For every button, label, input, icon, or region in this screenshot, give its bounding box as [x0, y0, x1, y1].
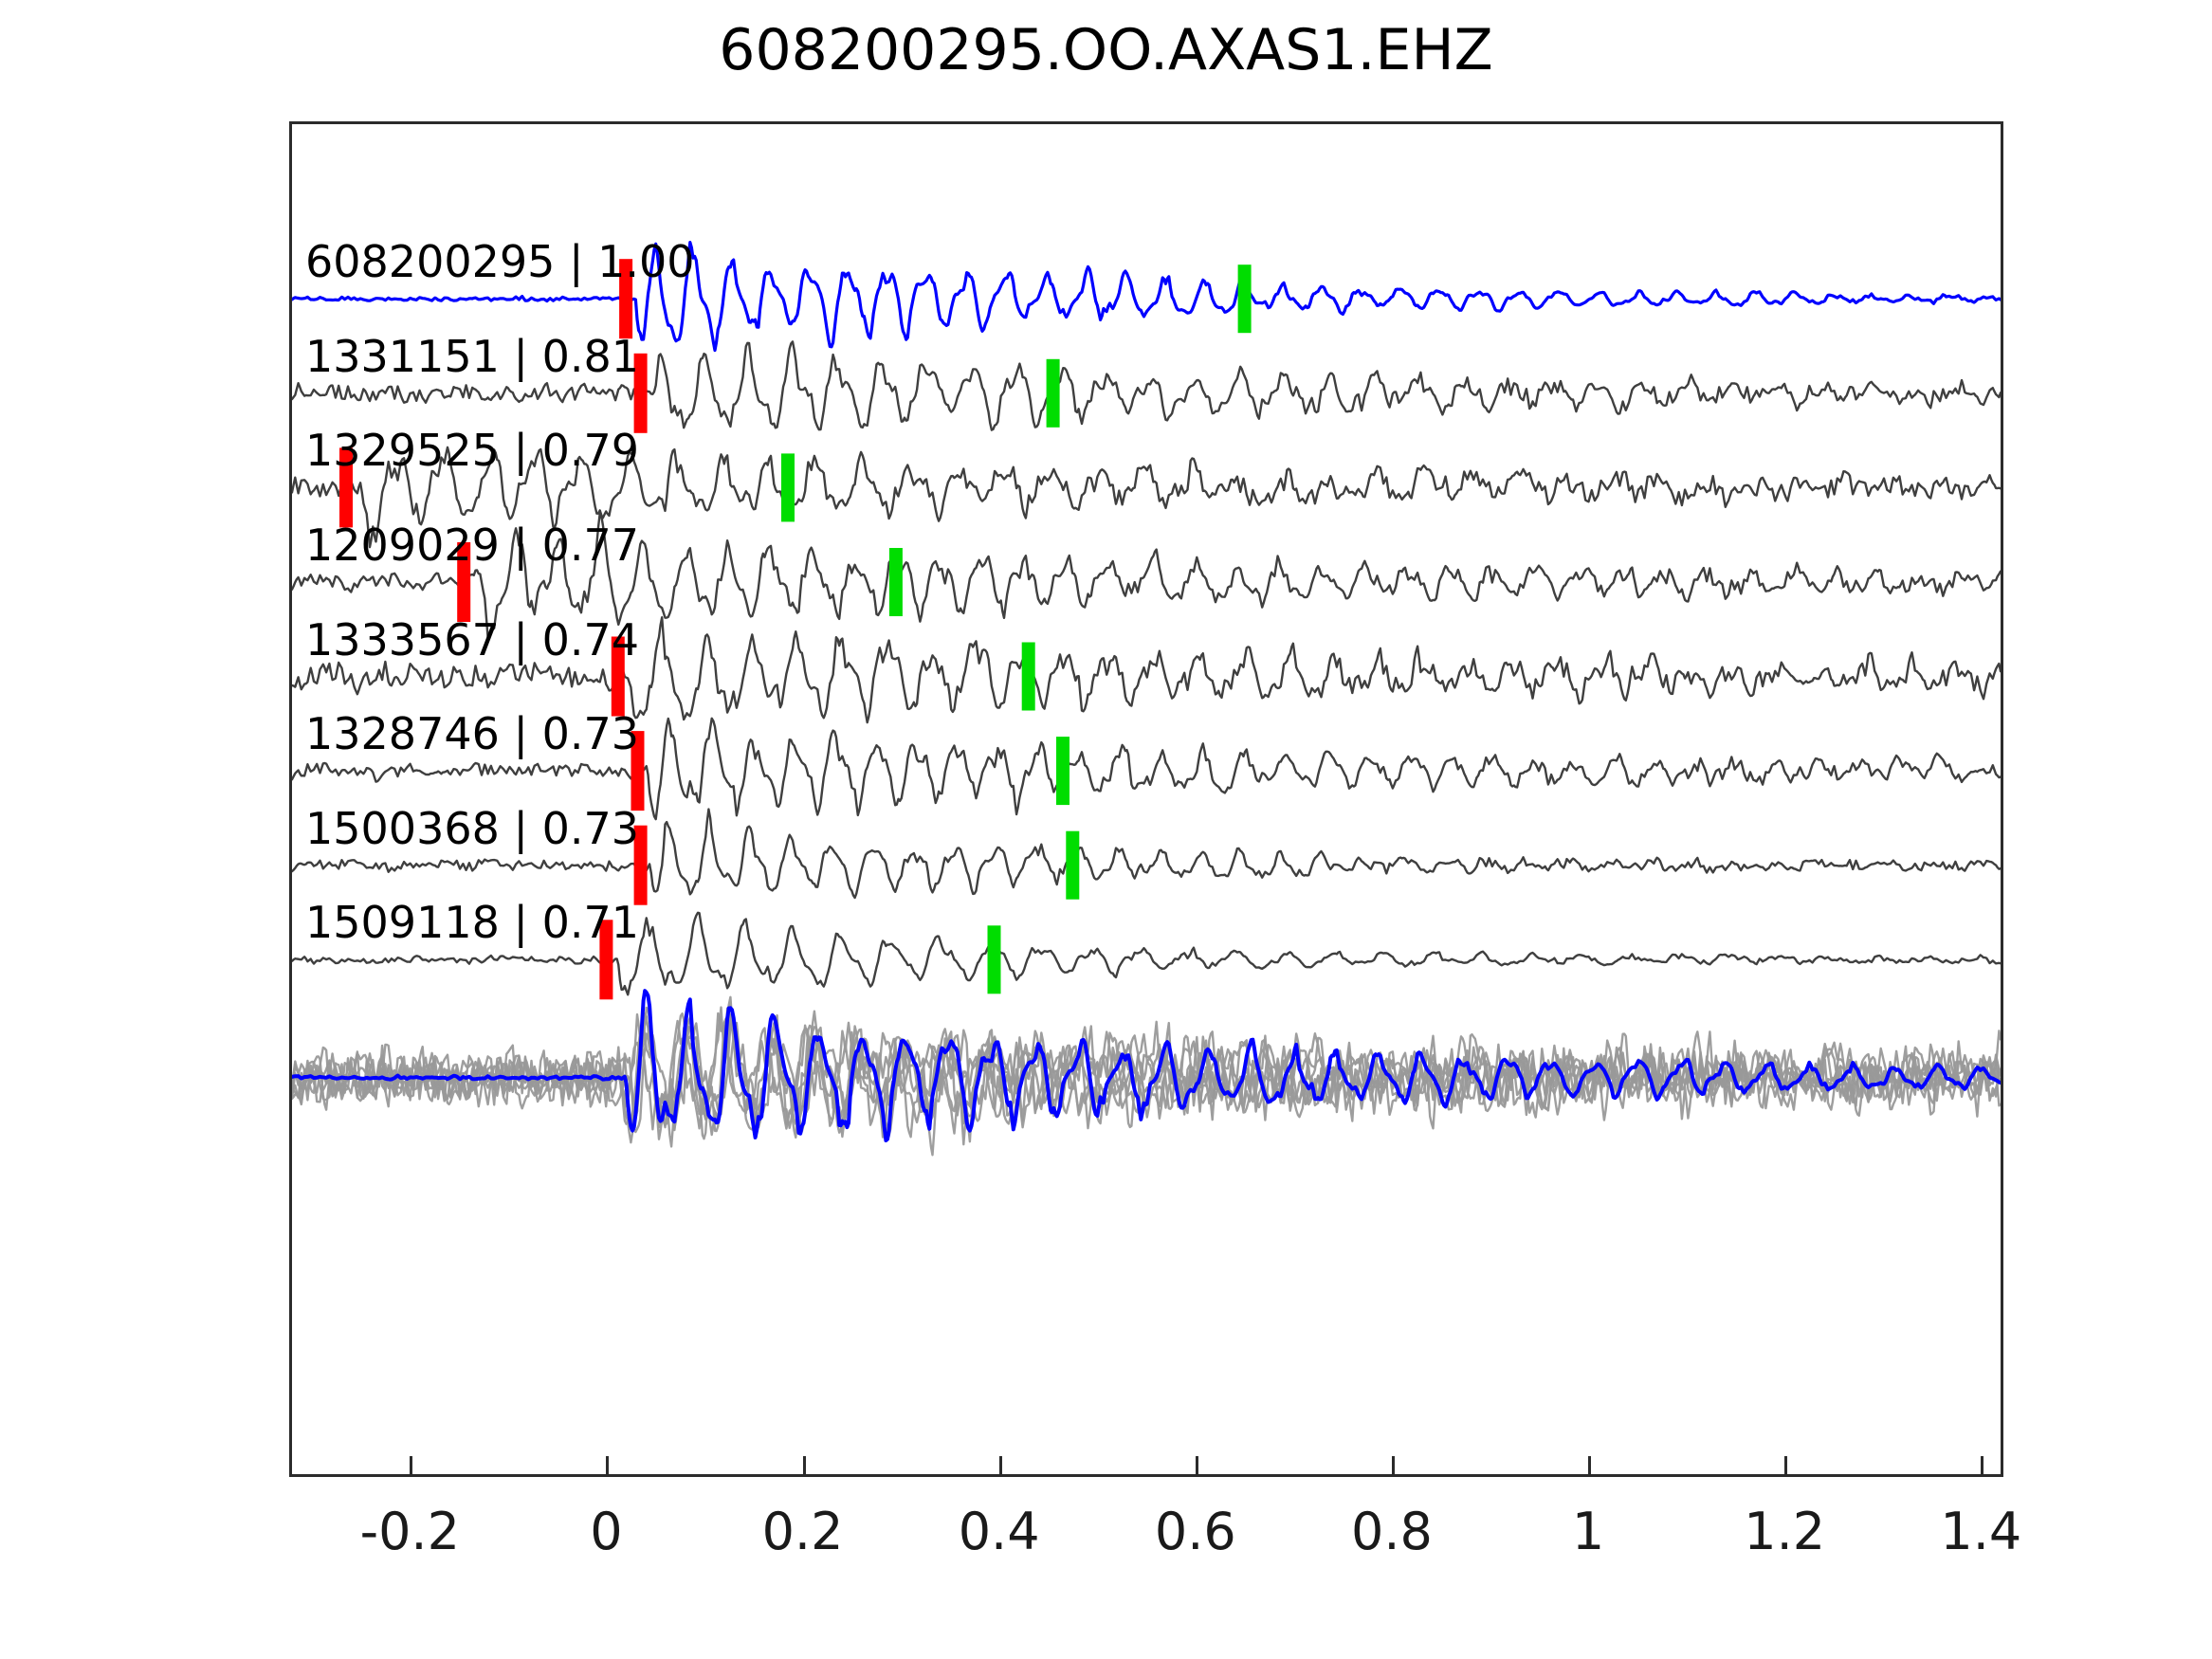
s-pick-marker[interactable]	[1046, 358, 1060, 428]
x-axis-tick-label: 0	[590, 1502, 623, 1561]
x-axis-tick-label: 1	[1571, 1502, 1605, 1561]
detection-waveform-trace	[292, 911, 2001, 996]
page-title: 608200295.OO.AXAS1.EHZ	[719, 17, 1493, 83]
template-waveform-trace	[292, 241, 2001, 353]
detection-waveform-trace	[292, 808, 2001, 900]
x-axis-tick-label: 0.6	[1154, 1502, 1236, 1561]
plot-area: 608200295 | 1.00 1331151 | 0.81 1329525 | …	[289, 121, 2003, 1477]
p-pick-marker[interactable]	[633, 353, 648, 433]
s-pick-marker[interactable]	[888, 548, 903, 616]
x-axis-tick-label: 1.2	[1744, 1502, 1826, 1561]
detection-waveform-trace	[292, 446, 2001, 549]
stacked-overlay-trace	[292, 1007, 2001, 1146]
stacked-overlay-trace	[292, 1013, 2001, 1157]
x-axis-tick-label: 1.4	[1940, 1502, 2022, 1561]
s-pick-marker[interactable]	[1056, 737, 1069, 806]
detection-waveform-trace	[292, 512, 2001, 640]
s-pick-marker[interactable]	[987, 925, 1001, 994]
detection-waveform-trace	[292, 340, 2001, 431]
p-pick-marker[interactable]	[599, 920, 613, 1000]
p-pick-marker[interactable]	[339, 447, 353, 528]
p-pick-marker[interactable]	[631, 731, 645, 811]
p-pick-marker[interactable]	[457, 542, 471, 622]
x-axis-tick-label: -0.2	[359, 1502, 460, 1561]
p-pick-marker[interactable]	[619, 259, 633, 339]
stacked-template-trace	[292, 989, 2001, 1142]
detection-waveform-trace	[292, 616, 2001, 724]
waveform-canvas	[292, 241, 2001, 1157]
p-pick-marker[interactable]	[611, 636, 625, 717]
stacked-overlay-trace	[292, 995, 2001, 1148]
s-pick-marker[interactable]	[1021, 642, 1035, 711]
s-pick-marker[interactable]	[1237, 264, 1252, 334]
x-axis-tick-label: 0.8	[1350, 1502, 1433, 1561]
x-axis-tick-label: 0.2	[761, 1502, 844, 1561]
s-pick-marker[interactable]	[1066, 830, 1080, 900]
x-axis-tick-label: 0.4	[958, 1502, 1040, 1561]
p-pick-marker[interactable]	[633, 825, 648, 905]
detection-waveform-trace	[292, 717, 2001, 821]
s-pick-marker[interactable]	[781, 453, 795, 522]
